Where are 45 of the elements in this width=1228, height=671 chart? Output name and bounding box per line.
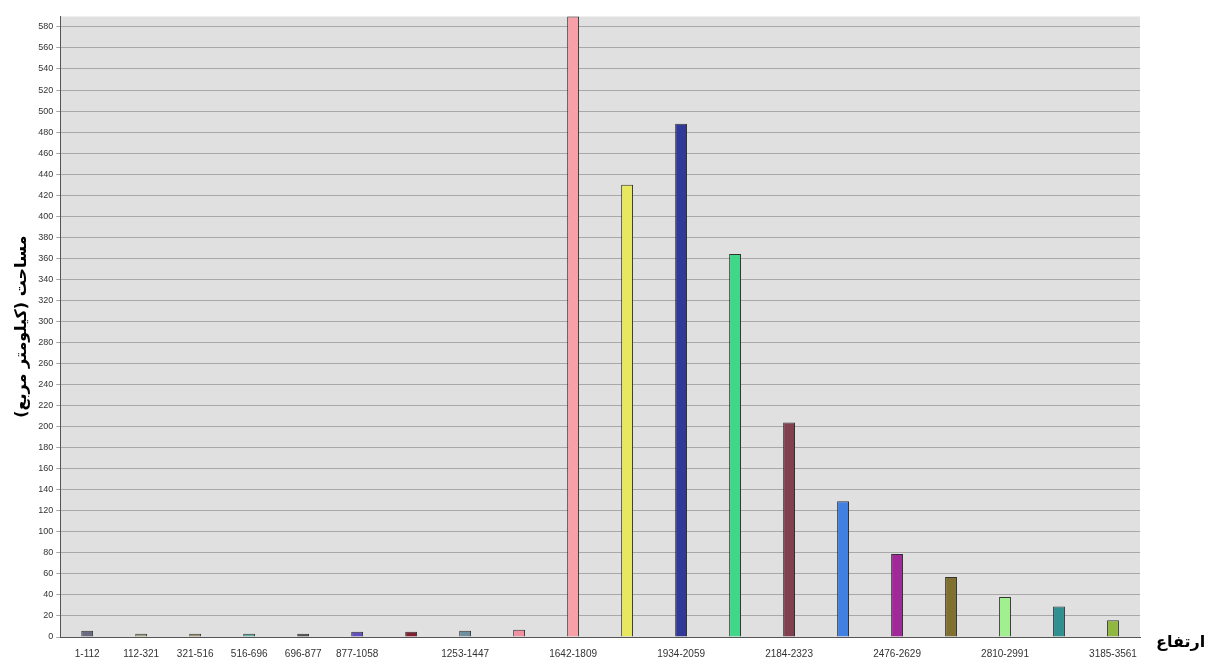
- x-tick-label: 2476-2629: [873, 647, 922, 659]
- x-tick-label: 2184-2323: [765, 647, 814, 659]
- x-tick-label: 1642-1809: [549, 647, 598, 659]
- y-tick-label: 560: [38, 42, 54, 53]
- y-tick-label: 440: [38, 168, 54, 179]
- y-tick-label: 360: [38, 252, 54, 263]
- y-tick-label: 480: [38, 126, 54, 137]
- x-axis-title: ارتفاع: [1156, 632, 1206, 652]
- y-axis-title: مساحت (کیلومتر مربع): [10, 235, 30, 418]
- x-tick-label: 112-321: [123, 647, 160, 659]
- x-tick-label: 1934-2059: [657, 647, 706, 659]
- y-tick-label: 240: [38, 379, 54, 390]
- x-tick-label: 1-112: [74, 647, 101, 659]
- y-tick-label: 540: [38, 63, 54, 74]
- y-tick-label: 280: [38, 336, 54, 347]
- y-tick-label: 420: [38, 189, 54, 200]
- y-tick-label: 200: [38, 421, 54, 432]
- y-tick-label: 160: [38, 463, 54, 474]
- x-tick-label: 516-696: [230, 647, 268, 659]
- x-tick-label: 3185-3561: [1089, 647, 1138, 659]
- y-tick-label: 460: [38, 147, 54, 158]
- y-tick-label: 400: [38, 210, 54, 221]
- y-tick-label: 120: [38, 505, 54, 516]
- y-tick-label: 500: [38, 105, 54, 116]
- y-tick-label: 220: [38, 400, 54, 411]
- y-tick-label: 340: [38, 273, 54, 284]
- x-tick-label: 877-1058: [336, 647, 379, 659]
- x-tick-label: 321-516: [176, 647, 214, 659]
- y-tick-label: 320: [38, 294, 54, 305]
- x-tick-label: 696-877: [284, 647, 322, 659]
- y-tick-label: 80: [43, 547, 54, 558]
- y-tick-label: 0: [48, 631, 54, 642]
- y-tick-label: 140: [38, 484, 54, 495]
- y-tick-label: 300: [38, 315, 54, 326]
- x-tick-label: 2810-2991: [981, 647, 1030, 659]
- y-tick-label: 20: [43, 610, 54, 621]
- y-tick-label: 100: [38, 526, 54, 537]
- y-tick-label: 180: [38, 442, 54, 453]
- y-tick-label: 580: [38, 21, 54, 32]
- y-tick-label: 60: [43, 568, 54, 579]
- y-tick-label: 260: [38, 358, 54, 368]
- y-tick-label: 520: [38, 84, 54, 95]
- x-tick-label: 1253-1447: [441, 647, 490, 659]
- y-tick-label: 40: [43, 589, 54, 600]
- y-tick-label: 380: [38, 231, 54, 242]
